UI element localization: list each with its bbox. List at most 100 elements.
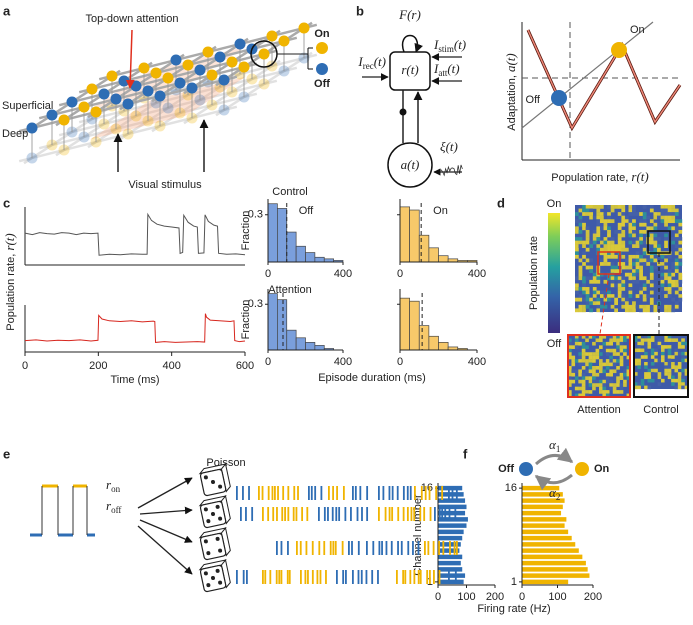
spike (308, 486, 310, 500)
heatmap-cell (632, 222, 636, 227)
attention-inset-cell (568, 352, 572, 356)
layer-label: Superficial (2, 100, 53, 112)
attention-inset-cell (592, 369, 596, 374)
heatmap-cell (664, 258, 668, 263)
heatmap-cell (582, 222, 586, 227)
control-inset-frame (633, 334, 689, 398)
heatmap-cell (607, 290, 611, 295)
heatmap-cell (575, 276, 579, 281)
die-pip (218, 548, 223, 553)
firing-bar (522, 510, 562, 516)
x-tick-label: 200 (486, 591, 504, 603)
heatmap-cell (582, 244, 586, 248)
heatmap-cell (596, 208, 601, 213)
attention-inset-cell (619, 376, 624, 380)
panel-label: a (3, 3, 11, 18)
die-pip (206, 519, 211, 524)
attention-inset-cell (619, 348, 624, 353)
heatmap-cell (624, 297, 629, 302)
recurrent-loop (401, 34, 423, 53)
heatmap-cell (585, 205, 590, 209)
attention-inset-cell (568, 372, 572, 377)
attention-inset-cell (605, 366, 610, 370)
firing-bar (522, 542, 576, 547)
heatmap-cell (610, 247, 615, 252)
attention-inset-cell (588, 369, 593, 374)
control-inset-cell (647, 345, 652, 349)
heatmap-cell (585, 208, 590, 213)
attention-inset-cell (619, 386, 624, 391)
heatmap-cell (578, 244, 583, 248)
control-inset-cell (634, 348, 638, 353)
spike (360, 570, 363, 584)
legend-off-label: Off (314, 78, 330, 90)
y-axis-label: Fraction (240, 300, 252, 340)
firing-bar (438, 579, 464, 585)
heatmap-cell (635, 269, 640, 273)
rate-on-label-main: r (106, 477, 112, 492)
input-rec-label-main: I (357, 54, 363, 69)
firing-bar (438, 517, 468, 522)
heatmap-cell (649, 276, 654, 281)
x-axis-label: Episode duration (ms) (318, 372, 426, 384)
attention-inset-cell (595, 338, 600, 343)
heatmap-cell (678, 272, 683, 277)
heatmap-cell (582, 212, 586, 216)
spike (413, 570, 416, 584)
attention-inset-cell (592, 352, 596, 356)
heatmap-cell (678, 276, 683, 281)
heatmap-cell (649, 208, 654, 213)
unit (26, 122, 38, 134)
heatmap-cell (667, 269, 672, 273)
heatmap-cell (632, 244, 636, 248)
attention-inset-cell (609, 341, 613, 346)
attention-inset-cell (578, 362, 582, 367)
control-inset-cell (671, 355, 675, 359)
control-inset-cell (667, 338, 672, 342)
attention-inset-cell (609, 355, 613, 360)
attention-inset-cell (599, 369, 603, 374)
control-inset-cell (667, 351, 672, 356)
heatmap-cell (596, 276, 601, 281)
spike (366, 486, 369, 500)
colorbar-top-label: On (547, 198, 562, 210)
heatmap-cell (596, 304, 601, 309)
die-pip (211, 512, 215, 516)
heatmap-cell (632, 262, 636, 266)
attention-inset-cell (602, 383, 607, 387)
control-inset-cell (640, 338, 645, 342)
spike (262, 507, 264, 521)
heatmap-cell (628, 262, 633, 266)
input-stim-label-main: I (433, 37, 439, 52)
unit (258, 48, 270, 60)
heatmap-cell (664, 287, 668, 291)
heatmap-cell (624, 301, 629, 306)
spike (344, 507, 347, 521)
attention-inset-cell (623, 369, 627, 374)
die-pip (203, 507, 208, 512)
heatmap-cell (671, 237, 676, 241)
die-face (199, 532, 227, 561)
heatmap-cell (628, 304, 633, 309)
heatmap-cell (614, 269, 618, 273)
control-inset-cell (654, 341, 658, 346)
heatmap-cell (649, 290, 654, 295)
die (198, 526, 231, 561)
heatmap-cell (614, 247, 618, 252)
control-inset-cell (684, 351, 689, 356)
heatmap-cell (596, 279, 601, 284)
heatmap-cell (582, 283, 586, 288)
y-axis-label: Fraction (240, 211, 252, 251)
control-inset-cell (637, 385, 641, 390)
die (198, 558, 231, 593)
heatmap-cell (639, 240, 643, 245)
control-inset-cell (647, 385, 652, 390)
spike (304, 570, 307, 584)
y-tick-label: 16 (505, 482, 517, 494)
control-inset-cell (647, 372, 652, 376)
heatmap-cell (599, 290, 604, 295)
heatmap-cell (671, 265, 676, 270)
spike (442, 541, 445, 555)
die-pip (203, 539, 208, 544)
unit (206, 69, 218, 81)
